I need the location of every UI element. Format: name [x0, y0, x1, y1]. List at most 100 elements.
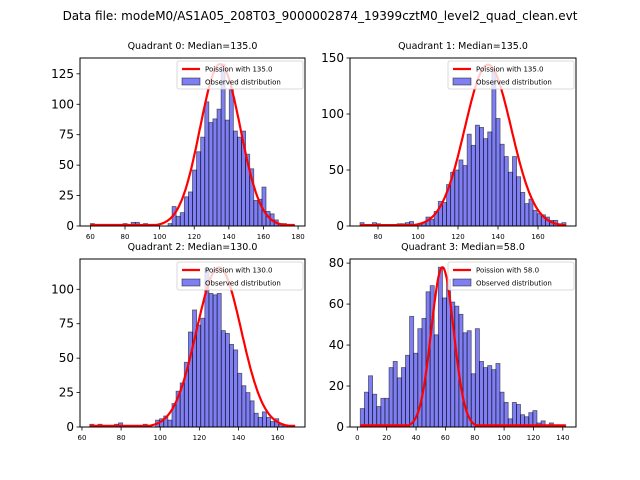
histogram-bar: [524, 203, 530, 227]
y-tick-label: 25: [59, 386, 74, 400]
histogram-bar: [253, 200, 259, 227]
legend-label-poisson: Poission with 135.0: [476, 66, 544, 74]
histogram-bar: [458, 159, 464, 227]
histogram-bar: [442, 297, 447, 428]
legend-box: [447, 60, 575, 90]
legend: Poission with 135.0 Observed distribution: [447, 60, 575, 90]
histogram-bar: [487, 365, 493, 428]
y-tick-label: 150: [321, 51, 344, 65]
histogram-bar: [512, 156, 517, 227]
y-tick-label: 0: [336, 219, 344, 233]
histogram-bar: [237, 136, 242, 227]
y-tick-label: 25: [59, 189, 74, 203]
histogram-bar: [441, 202, 447, 227]
histogram-bar: [483, 367, 489, 428]
x-tick-label: 60: [441, 434, 450, 442]
histogram-bar: [433, 334, 439, 428]
poisson-curve: [360, 266, 566, 427]
y-tick-label: 50: [59, 351, 74, 365]
histogram-bar: [483, 138, 489, 227]
histogram-bar: [388, 367, 394, 428]
histogram-bar: [516, 404, 521, 428]
histogram-bar: [487, 131, 493, 227]
x-tick-label: 120: [527, 434, 540, 442]
y-tick-label: 0: [336, 420, 344, 434]
histogram-bar: [237, 372, 243, 428]
histogram-bar: [516, 176, 522, 227]
subplot-title: Quadrant 2: Median=130.0: [128, 242, 258, 253]
y-tick-label: 80: [329, 256, 344, 270]
histogram-bar: [409, 315, 415, 428]
legend-box: [176, 60, 304, 90]
histogram-bar: [368, 375, 373, 428]
legend-box: [176, 261, 304, 291]
x-tick-label: 120: [451, 233, 464, 241]
x-tick-label: 40: [412, 434, 421, 442]
histogram-bar: [396, 377, 402, 428]
histogram-bar: [474, 124, 480, 227]
legend-label-observed: Observed distribution: [205, 79, 281, 87]
legend: Poission with 58.0 Observed distribution: [447, 261, 575, 291]
y-tick-label: 75: [59, 317, 74, 331]
histogram-bar: [167, 419, 173, 428]
axes-frame: [79, 57, 306, 227]
y-tick-label: 50: [59, 158, 74, 172]
legend-label-observed: Observed distribution: [205, 280, 281, 288]
legend-bar-swatch: [181, 77, 201, 86]
axes-frame: [79, 258, 306, 428]
x-tick-label: 140: [491, 233, 504, 241]
x-tick-label: 180: [291, 233, 304, 241]
histogram-bar: [372, 393, 378, 428]
histogram-bar: [376, 406, 382, 428]
x-tick-label: 160: [271, 434, 284, 442]
histogram-bar: [503, 402, 509, 428]
y-tick-label: 125: [51, 67, 74, 81]
subplot-title: Quadrant 1: Median=135.0: [398, 41, 528, 52]
histogram-bar: [192, 309, 198, 428]
histogram-bar: [257, 416, 263, 428]
histogram-bar: [499, 143, 505, 227]
x-tick-label: 140: [232, 434, 245, 442]
legend-bar-swatch: [181, 278, 201, 287]
legend-label-poisson: Poission with 130.0: [205, 267, 273, 275]
y-tick-label: 50: [329, 163, 344, 177]
subplot-quadrant-1: Quadrant 1: Median=135.0 0 50 100 150 80 100 12…: [321, 41, 577, 241]
figure-suptitle: Data file: modeM0/AS1A05_208T03_90000028…: [62, 9, 578, 23]
x-tick-label: 20: [382, 434, 391, 442]
legend-label-poisson: Poission with 135.0: [205, 66, 273, 74]
histogram-bar: [462, 165, 468, 227]
y-tick-label: 75: [59, 128, 74, 142]
x-tick-label: 160: [531, 233, 544, 241]
histogram-bar: [270, 421, 276, 428]
histogram-bar: [405, 354, 410, 428]
histogram-bar: [384, 397, 390, 428]
y-tick-label: 40: [329, 338, 344, 352]
histogram-bar: [266, 416, 271, 428]
histogram-bar: [470, 144, 476, 227]
legend: Poission with 135.0 Observed distribution: [176, 60, 304, 90]
x-tick-label: 80: [374, 233, 383, 241]
y-tick-label: 0: [66, 219, 74, 233]
histogram-bar: [479, 127, 485, 227]
subplot-quadrant-0: Quadrant 0: Median=135.0 0 25 50 75 100 125 60 8…: [51, 41, 306, 241]
histogram-bar: [392, 361, 398, 428]
poisson-curve: [359, 63, 567, 227]
histogram-bar: [495, 363, 501, 428]
histogram-bar: [241, 385, 247, 428]
axes-frame: [349, 258, 577, 428]
histogram-bar: [204, 101, 210, 227]
histogram-bar: [479, 361, 484, 428]
x-tick-label: 160: [257, 233, 270, 241]
legend-box: [447, 261, 575, 291]
histogram-bar: [232, 130, 238, 227]
histogram-bar: [491, 71, 497, 227]
subplot-title: Quadrant 0: Median=135.0: [128, 41, 258, 52]
histogram-bar: [183, 196, 189, 227]
histogram-bar: [454, 169, 460, 227]
histogram-bar: [536, 213, 542, 227]
histogram-bar: [229, 343, 234, 428]
histogram-bar: [495, 118, 501, 227]
histogram-bar: [249, 400, 255, 428]
histogram-bar: [511, 402, 517, 428]
legend-label-observed: Observed distribution: [476, 280, 552, 288]
